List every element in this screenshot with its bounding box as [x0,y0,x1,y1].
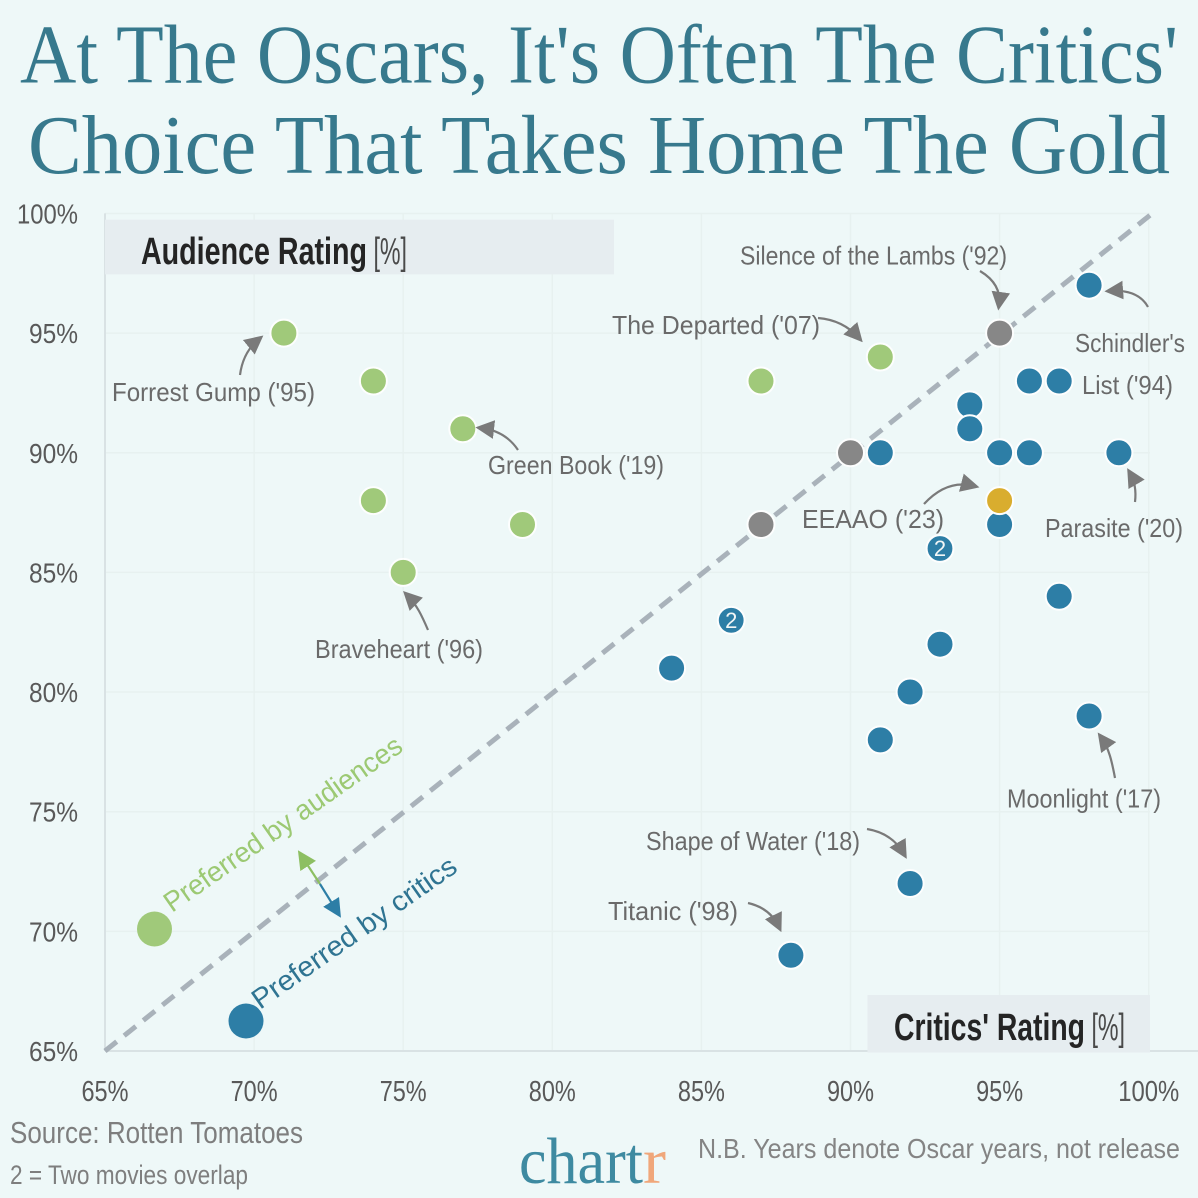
svg-text:80%: 80% [29,677,78,708]
svg-text:Shape of Water ('18): Shape of Water ('18) [646,826,860,856]
svg-text:65%: 65% [82,1076,129,1108]
svg-text:2: 2 [725,608,737,633]
svg-text:Schindler's: Schindler's [1075,328,1185,358]
svg-text:chartr: chartr [519,1125,666,1198]
svg-text:85%: 85% [29,557,78,588]
svg-text:80%: 80% [529,1076,576,1108]
svg-text:Titanic ('98): Titanic ('98) [608,896,738,926]
svg-text:70%: 70% [231,1076,278,1108]
svg-text:85%: 85% [678,1076,725,1108]
svg-text:65%: 65% [29,1036,78,1067]
svg-text:95%: 95% [976,1076,1023,1108]
svg-text:EEAAO ('23): EEAAO ('23) [802,504,944,534]
svg-text:Forrest Gump ('95): Forrest Gump ('95) [112,377,315,407]
svg-text:Choice That Takes Home The Gol: Choice That Takes Home The Gold [28,99,1170,192]
svg-text:At The Oscars, It's Often The: At The Oscars, It's Often The Critics' [20,9,1178,102]
svg-text:N.B. Years denote Oscar years,: N.B. Years denote Oscar years, not relea… [698,1133,1180,1164]
svg-text:70%: 70% [29,916,78,947]
svg-text:90%: 90% [827,1076,874,1108]
svg-text:Silence of the Lambs ('92): Silence of the Lambs ('92) [740,241,1007,271]
svg-text:2: 2 [934,536,946,561]
svg-text:2 = Two movies overlap: 2 = Two movies overlap [10,1160,248,1190]
svg-text:The Departed ('07): The Departed ('07) [612,310,820,340]
svg-text:100%: 100% [1118,1076,1179,1108]
svg-text:75%: 75% [380,1076,427,1108]
svg-text:Green Book ('19): Green Book ('19) [488,450,664,480]
svg-text:Source: Rotten Tomatoes: Source: Rotten Tomatoes [10,1115,303,1150]
svg-text:Braveheart ('96): Braveheart ('96) [315,634,483,664]
svg-text:Audience Rating [%]: Audience Rating [%] [141,231,407,273]
svg-text:Moonlight ('17): Moonlight ('17) [1007,784,1161,814]
svg-text:Critics' Rating [%]: Critics' Rating [%] [894,1007,1125,1049]
svg-text:100%: 100% [17,199,78,230]
svg-text:75%: 75% [29,797,78,828]
svg-text:Parasite ('20): Parasite ('20) [1045,513,1183,543]
svg-text:90%: 90% [29,438,78,469]
svg-text:List ('94): List ('94) [1082,370,1173,400]
svg-text:95%: 95% [29,318,78,349]
